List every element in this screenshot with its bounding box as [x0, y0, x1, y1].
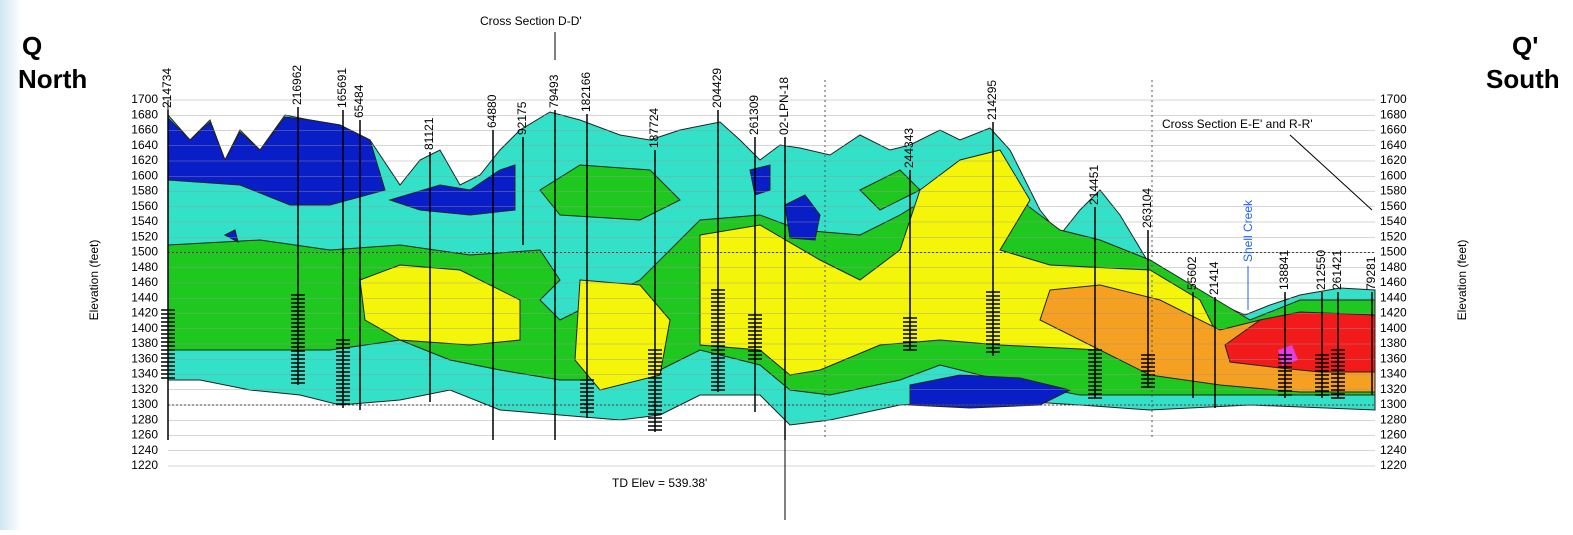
tick-label: 1440 — [131, 290, 158, 304]
tick-label: 1400 — [131, 321, 158, 335]
tick-label: 1480 — [1380, 260, 1407, 274]
tick-label: 1620 — [131, 153, 158, 167]
well-label: 79281 — [1364, 256, 1378, 290]
tick-label: 1680 — [131, 107, 158, 121]
td-label: TD Elev = 539.38' — [612, 476, 707, 490]
tick-label: 1660 — [1380, 123, 1407, 137]
blue-zone — [167, 116, 1072, 409]
right-direction: South — [1486, 64, 1560, 94]
tick-label: 1300 — [1380, 397, 1407, 411]
tick-label: 1460 — [1380, 275, 1407, 289]
tick-label: 1420 — [1380, 306, 1407, 320]
tick-label: 1220 — [131, 458, 158, 472]
tick-label: 1640 — [131, 138, 158, 152]
axis-label: Elevation (feet) — [87, 240, 101, 321]
well-label: 81121 — [422, 117, 436, 150]
tick-label: 1280 — [1380, 412, 1407, 426]
tick-label: 1340 — [1380, 367, 1407, 381]
well-label: 64880 — [485, 94, 499, 128]
cross-section-label: Cross Section D-D' — [480, 14, 582, 28]
tick-label: 1320 — [1380, 382, 1407, 396]
tick-label: 1560 — [131, 199, 158, 213]
yellow-zone — [359, 149, 1221, 391]
tick-label: 1700 — [131, 92, 158, 106]
tick-label: 1260 — [131, 428, 158, 442]
tick-label: 1520 — [1380, 229, 1407, 243]
well-label: 261309 — [747, 95, 761, 135]
tick-label: 1380 — [1380, 336, 1407, 350]
well-label: 214734 — [160, 68, 174, 108]
well-label: 21414 — [1207, 261, 1221, 295]
creek-label: Shell Creek — [1241, 199, 1255, 262]
tick-label: 1460 — [131, 275, 158, 289]
well-label: 216962 — [290, 65, 304, 105]
well-label: 02-LPN-18 — [777, 77, 791, 135]
well-label: 182166 — [579, 72, 593, 112]
tick-label: 1540 — [1380, 214, 1407, 228]
tick-label: 1240 — [1380, 443, 1407, 457]
well-label: 138841 — [1277, 250, 1291, 290]
tick-label: 1240 — [131, 443, 158, 457]
tick-label: 1440 — [1380, 290, 1407, 304]
tick-label: 1320 — [131, 382, 158, 396]
left-direction: North — [18, 64, 87, 94]
edge-shade — [0, 0, 22, 530]
axis-label: Elevation (feet) — [1455, 240, 1469, 321]
tick-label: 1380 — [131, 336, 158, 350]
well-label: 204429 — [710, 68, 724, 108]
tick-label: 1580 — [1380, 184, 1407, 198]
pointer — [1289, 134, 1373, 211]
well-label: 244343 — [902, 128, 916, 168]
left-letter: Q — [22, 31, 42, 61]
well-label: 65484 — [352, 84, 366, 118]
tick-label: 1660 — [131, 123, 158, 137]
tick-label: 1360 — [1380, 351, 1407, 365]
tick-label: 1680 — [1380, 107, 1407, 121]
tick-label: 1580 — [131, 184, 158, 198]
well-label: 261421 — [1330, 250, 1344, 290]
tick-label: 1280 — [131, 412, 158, 426]
tick-label: 1620 — [1380, 153, 1407, 167]
tick-label: 1540 — [131, 214, 158, 228]
well-label: 263104 — [1140, 188, 1154, 228]
well-label: 214295 — [985, 80, 999, 120]
tick-label: 1500 — [1380, 245, 1407, 259]
tick-label: 1700 — [1380, 92, 1407, 106]
cross-section-label: Cross Section E-E' and R-R' — [1162, 117, 1313, 131]
tick-label: 1220 — [1380, 458, 1407, 472]
tick-label: 1640 — [1380, 138, 1407, 152]
tick-label: 1600 — [1380, 168, 1407, 182]
tick-label: 1560 — [1380, 199, 1407, 213]
tick-label: 1600 — [131, 168, 158, 182]
wells: 214734 216962 165691 65484 81121 64880 92175 79… — [160, 65, 1378, 440]
tick-label: 1420 — [131, 306, 158, 320]
tick-label: 1400 — [1380, 321, 1407, 335]
tick-label: 1260 — [1380, 428, 1407, 442]
well-label: 165691 — [335, 68, 349, 108]
well-label: 214451 — [1087, 165, 1101, 205]
tick-label: 1300 — [131, 397, 158, 411]
tick-label: 1340 — [131, 367, 158, 381]
tick-label: 1500 — [131, 245, 158, 259]
tick-label: 1360 — [131, 351, 158, 365]
tick-label: 1480 — [131, 260, 158, 274]
well-label: 187724 — [647, 108, 661, 148]
well-label: 79493 — [547, 74, 561, 108]
right-letter: Q' — [1512, 31, 1538, 61]
well-label: 92175 — [515, 101, 529, 135]
tick-label: 1520 — [131, 229, 158, 243]
well-label: 212550 — [1314, 250, 1328, 290]
well-label: 55602 — [1185, 256, 1199, 290]
